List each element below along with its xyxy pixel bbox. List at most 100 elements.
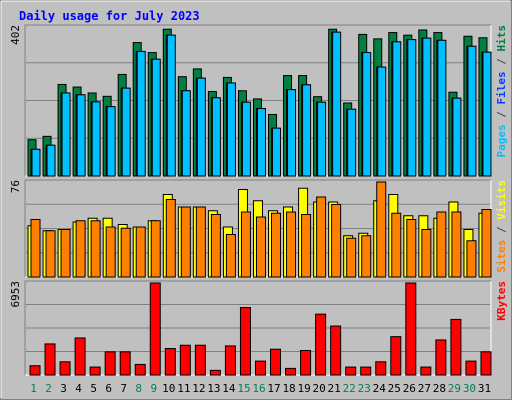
x-tick-label-25: 25 xyxy=(388,382,401,395)
legend-part-visits-1: / xyxy=(495,220,508,240)
bar-kbytes-kbytes-22 xyxy=(345,366,357,376)
bar-visits-sites-20 xyxy=(316,196,327,278)
bar-kbytes-kbytes-19 xyxy=(300,350,312,376)
bar-visits-sites-5 xyxy=(90,220,101,278)
x-tick-label-1: 1 xyxy=(30,382,37,395)
bar-kbytes-kbytes-9 xyxy=(149,282,161,376)
bar-hits-pages-1 xyxy=(31,148,41,177)
x-tick-label-21: 21 xyxy=(328,382,341,395)
bar-kbytes-kbytes-4 xyxy=(74,337,86,376)
x-tick-label-4: 4 xyxy=(75,382,82,395)
bar-visits-sites-15 xyxy=(240,211,251,278)
x-tick-label-10: 10 xyxy=(162,382,175,395)
x-tick-label-9: 9 xyxy=(150,382,157,395)
legend-label-hits: Pages / Files / Hits xyxy=(495,25,508,158)
bar-kbytes-kbytes-8 xyxy=(134,363,146,376)
x-tick-label-7: 7 xyxy=(120,382,127,395)
bar-visits-sites-13 xyxy=(210,214,221,278)
x-tick-label-15: 15 xyxy=(237,382,250,395)
bar-kbytes-kbytes-16 xyxy=(254,360,266,376)
x-tick-label-16: 16 xyxy=(252,382,265,395)
bar-visits-sites-19 xyxy=(301,214,312,278)
bar-hits-pages-25 xyxy=(392,41,402,177)
x-tick-label-14: 14 xyxy=(222,382,236,395)
x-tick-label-17: 17 xyxy=(267,382,280,395)
bar-visits-sites-22 xyxy=(346,237,357,278)
x-tick-label-27: 27 xyxy=(418,382,431,395)
bar-hits-pages-11 xyxy=(181,90,191,177)
x-tick-label-11: 11 xyxy=(177,382,190,395)
bar-kbytes-kbytes-18 xyxy=(285,367,297,376)
x-tick-label-24: 24 xyxy=(373,382,387,395)
bar-hits-pages-20 xyxy=(317,101,327,177)
panel-hits: 402 Pages / Files / Hits xyxy=(9,24,508,177)
bar-visits-sites-30 xyxy=(466,240,477,278)
bar-kbytes-kbytes-7 xyxy=(119,351,131,376)
x-tick-label-29: 29 xyxy=(448,382,461,395)
legend-part-visits-2: Visits xyxy=(495,180,508,220)
bar-hits-pages-6 xyxy=(106,106,116,177)
legend-part-hits-0: Pages xyxy=(495,124,508,157)
legend-part-visits-0: Sites xyxy=(495,240,508,273)
bar-visits-sites-6 xyxy=(105,226,116,278)
bar-kbytes-kbytes-13 xyxy=(209,369,221,376)
x-tick-label-28: 28 xyxy=(433,382,446,395)
x-tick-label-8: 8 xyxy=(135,382,142,395)
bar-kbytes-kbytes-21 xyxy=(330,325,342,376)
bar-kbytes-kbytes-20 xyxy=(315,313,327,376)
bar-hits-pages-19 xyxy=(302,84,312,177)
x-tick-label-23: 23 xyxy=(358,382,371,395)
bar-visits-sites-16 xyxy=(255,216,266,278)
bar-visits-sites-23 xyxy=(361,235,372,278)
x-tick-label-30: 30 xyxy=(463,382,476,395)
bar-kbytes-kbytes-27 xyxy=(420,366,432,376)
bar-hits-pages-29 xyxy=(452,97,462,177)
chart-title: Daily usage for July 2023 xyxy=(19,9,200,23)
bar-hits-pages-30 xyxy=(467,45,477,177)
bar-visits-sites-10 xyxy=(165,199,176,278)
bar-kbytes-kbytes-3 xyxy=(59,361,71,376)
x-tick-label-31: 31 xyxy=(478,382,491,395)
bar-hits-pages-12 xyxy=(196,77,206,177)
bar-hits-pages-23 xyxy=(362,52,372,177)
x-tick-label-26: 26 xyxy=(403,382,416,395)
bar-visits-sites-9 xyxy=(150,220,161,278)
x-tick-label-19: 19 xyxy=(297,382,310,395)
bar-kbytes-kbytes-10 xyxy=(164,348,176,376)
bar-hits-pages-18 xyxy=(287,89,297,177)
x-tick-label-2: 2 xyxy=(45,382,52,395)
bar-visits-sites-29 xyxy=(451,211,462,278)
bar-visits-sites-25 xyxy=(391,212,402,278)
bar-visits-sites-14 xyxy=(225,234,236,278)
bar-hits-pages-2 xyxy=(46,144,56,177)
bar-hits-pages-13 xyxy=(211,97,221,177)
legend-part-hits-2: Files xyxy=(495,71,508,104)
panel-visits: 76 Sites / Visits xyxy=(9,179,508,278)
x-tick-label-6: 6 xyxy=(105,382,112,395)
bar-hits-pages-21 xyxy=(332,31,342,177)
bar-visits-sites-7 xyxy=(120,227,131,278)
bar-kbytes-kbytes-6 xyxy=(104,351,116,376)
bar-hits-pages-8 xyxy=(136,50,146,177)
bar-visits-sites-27 xyxy=(421,229,432,278)
bar-kbytes-kbytes-11 xyxy=(179,344,191,376)
bar-visits-sites-18 xyxy=(286,211,297,278)
bar-visits-sites-4 xyxy=(75,220,86,278)
legend-label-visits: Sites / Visits xyxy=(495,180,508,273)
legend-part-kbytes-0: KBytes xyxy=(495,281,508,321)
bar-kbytes-kbytes-23 xyxy=(360,366,372,376)
x-tick-label-12: 12 xyxy=(192,382,205,395)
bar-visits-sites-21 xyxy=(331,204,342,278)
bar-kbytes-kbytes-2 xyxy=(44,343,56,376)
bar-visits-sites-31 xyxy=(481,209,492,278)
bar-hits-pages-10 xyxy=(166,34,176,177)
x-tick-label-22: 22 xyxy=(343,382,356,395)
chart-panels: 402 Pages / Files / Hits 76 Sites / Visits 6… xyxy=(9,24,508,376)
max-label-kbytes: 6953 xyxy=(9,281,22,308)
bar-kbytes-kbytes-24 xyxy=(375,361,387,376)
legend-part-hits-3: / xyxy=(495,52,508,72)
bar-kbytes-kbytes-30 xyxy=(465,360,477,376)
bar-hits-pages-26 xyxy=(407,39,417,177)
